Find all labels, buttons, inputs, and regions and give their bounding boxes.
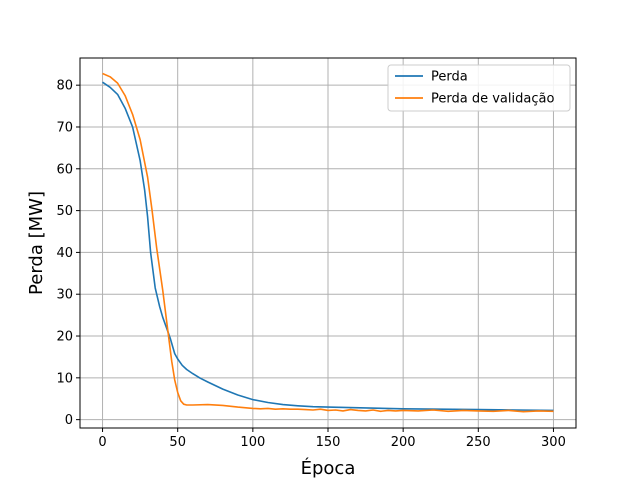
series-line-1 — [102, 81, 554, 412]
y-tick-label: 10 — [56, 371, 73, 386]
y-tick-label: 80 — [56, 79, 73, 94]
x-tick-label: 150 — [316, 435, 341, 450]
ticks: 0 50 100 150 200 250 300 0 10 20 30 40 50 60 70 80 — [56, 79, 565, 450]
x-axis-label: Época — [301, 457, 356, 479]
series-line-2 — [102, 72, 554, 413]
y-tick-label: 60 — [56, 162, 73, 177]
x-tick-label: 250 — [466, 435, 491, 450]
x-tick-label: 300 — [541, 435, 566, 450]
legend: Perda Perda de validação — [387, 64, 571, 112]
y-tick-label: 20 — [56, 330, 73, 345]
legend-box — [387, 64, 571, 112]
y-tick-label: 30 — [56, 288, 73, 303]
x-tick-label: 100 — [240, 435, 265, 450]
y-tick-label: 0 — [65, 413, 73, 428]
y-axis-label: Perda [MW] — [26, 191, 47, 295]
grid — [80, 58, 576, 428]
y-tick-label: 40 — [56, 246, 73, 261]
x-tick-label: 200 — [391, 435, 416, 450]
legend-label: Perda de validação — [431, 92, 554, 107]
series-layer — [102, 72, 554, 413]
legend-label: Perda — [431, 70, 468, 85]
y-tick-label: 70 — [56, 120, 73, 135]
y-tick-label: 50 — [56, 204, 73, 219]
x-tick-label: 50 — [169, 435, 186, 450]
x-tick-label: 0 — [98, 435, 106, 450]
